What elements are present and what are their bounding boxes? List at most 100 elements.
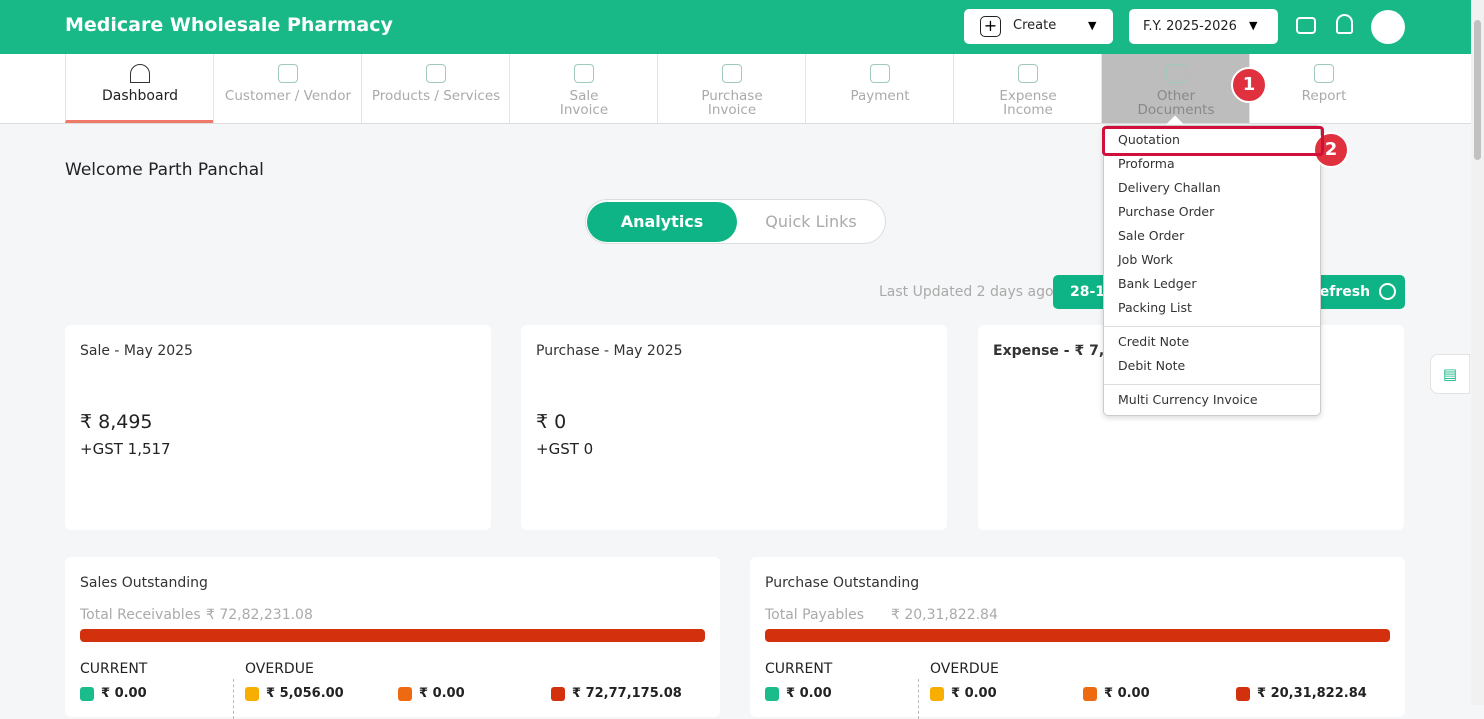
nav-tab[interactable]: Dashboard [65, 54, 213, 123]
nav-icon [870, 64, 890, 83]
nav-tab[interactable]: Expense Income [953, 54, 1101, 123]
amount: ₹ 0.00 [951, 686, 997, 701]
outstanding-card: Purchase Outstanding Total Payables ₹ 20,3… [750, 557, 1405, 719]
card-gst: +GST 1,517 [80, 440, 171, 458]
avatar[interactable] [1371, 10, 1405, 44]
current-label: CURRENT [765, 661, 833, 677]
overdue-label: OVERDUE [930, 661, 999, 677]
nav-label: Other [1156, 88, 1196, 104]
total-bar [80, 629, 705, 642]
menu-item[interactable]: Multi Currency Invoice [1118, 392, 1258, 407]
tab-quick-links[interactable]: Quick Links [765, 212, 857, 231]
side-widget[interactable]: ▤ [1430, 354, 1470, 394]
nav-icon [1166, 64, 1186, 83]
create-label: Create [1013, 18, 1057, 33]
bell-icon[interactable] [1336, 14, 1353, 34]
fy-label: F.Y. 2025-2026 [1143, 19, 1237, 34]
nav-label: Purchase [701, 88, 763, 104]
nav-tab[interactable]: Payment [805, 54, 953, 123]
menu-item[interactable]: Credit Note [1118, 334, 1190, 349]
nav-label: Products / Services [371, 88, 501, 104]
nav-label: Invoice [559, 102, 609, 118]
welcome-text: Welcome Parth Panchal [65, 160, 264, 180]
nav-icon [574, 64, 594, 83]
card-amount: ₹ 8,495 [80, 411, 153, 433]
divider [233, 679, 234, 719]
card-title: Purchase Outstanding [765, 575, 920, 591]
chart-card: Purchase - May 2025 ₹ 0 +GST 0 [521, 325, 947, 530]
nav-label: Customer / Vendor [224, 88, 352, 104]
amount: ₹ 72,77,175.08 [572, 686, 682, 701]
legend-dot [80, 687, 94, 701]
step-badge: 1 [1231, 67, 1267, 103]
amount: ₹ 0.00 [1104, 686, 1150, 701]
dropdown-menu: Quotation Proforma Delivery Challan Purchas… [1103, 125, 1321, 416]
nav-label: Expense [999, 88, 1057, 104]
card-gst: +GST 0 [536, 440, 594, 458]
amount: ₹ 5,056.00 [266, 686, 344, 701]
nav-label: Documents [1137, 102, 1215, 118]
total-bar [765, 629, 1390, 642]
nav-tab[interactable]: Products / Services [361, 54, 509, 123]
fy-button[interactable]: F.Y. 2025-2026 ▼ [1129, 9, 1278, 44]
card-title: Expense - ₹ 7,500 [993, 343, 1134, 359]
divider [918, 679, 919, 719]
menu-item[interactable]: Purchase Order [1118, 204, 1215, 219]
refresh-icon [1379, 283, 1396, 300]
nav-icon [1018, 64, 1038, 83]
nav-tab[interactable]: Customer / Vendor [213, 54, 361, 123]
nav-tab[interactable]: Sale Invoice [509, 54, 657, 123]
total-value: ₹ 20,31,822.84 [891, 607, 998, 623]
legend-dot [551, 687, 565, 701]
app-title: Medicare Wholesale Pharmacy [65, 14, 393, 36]
menu-item[interactable]: Delivery Challan [1118, 180, 1221, 195]
menu-item[interactable]: Packing List [1118, 300, 1192, 315]
amount: ₹ 0.00 [101, 686, 147, 701]
legend-dot [765, 687, 779, 701]
card-amount: ₹ 0 [536, 411, 567, 433]
highlight-box [1102, 126, 1324, 156]
nav-label: Payment [850, 88, 910, 104]
nav-tab[interactable]: Report [1249, 54, 1397, 123]
card-title: Purchase - May 2025 [536, 343, 683, 359]
menu-item[interactable]: Bank Ledger [1118, 276, 1197, 291]
plus-icon: + [980, 16, 1001, 37]
legend-dot [930, 687, 944, 701]
menu-item[interactable]: Debit Note [1118, 358, 1186, 373]
caret: ▼ [1249, 19, 1258, 32]
last-updated: Last Updated 2 days ago [879, 284, 1054, 300]
card-title: Sales Outstanding [80, 575, 208, 591]
amount: ₹ 0.00 [786, 686, 832, 701]
legend-dot [245, 687, 259, 701]
tab-analytics[interactable]: Analytics [587, 202, 737, 242]
nav-label: Report [1301, 88, 1347, 104]
amount: ₹ 0.00 [419, 686, 465, 701]
menu-item[interactable]: Quotation [1118, 132, 1180, 147]
total-value: ₹ 72,82,231.08 [206, 607, 313, 623]
menu-item[interactable]: Sale Order [1118, 228, 1185, 243]
nav-icon [278, 64, 298, 83]
nav-tab[interactable]: Purchase Invoice [657, 54, 805, 123]
menu-item[interactable]: Proforma [1118, 156, 1175, 171]
chart-card: Sale - May 2025 ₹ 8,495 +GST 1,517 [65, 325, 491, 530]
separator [1104, 326, 1320, 327]
current-label: CURRENT [80, 661, 148, 677]
caret: ▼ [1088, 19, 1097, 32]
scrollbar [1471, 0, 1484, 705]
nav-label: Sale [569, 88, 599, 104]
separator [1104, 384, 1320, 385]
nav-tab[interactable]: Other Documents [1101, 54, 1249, 123]
keyboard-icon[interactable] [1296, 17, 1316, 34]
nav-label: Invoice [707, 102, 757, 118]
legend-dot [1083, 687, 1097, 701]
menu-item[interactable]: Job Work [1118, 252, 1173, 267]
refresh-label: Refresh [1309, 284, 1371, 300]
step-badge: 2 [1313, 132, 1349, 168]
nav-label: Dashboard [102, 88, 178, 104]
nav-icon [426, 64, 446, 83]
create-button[interactable]: + Create ▼ [964, 9, 1113, 44]
total-label: Total Payables [765, 607, 865, 623]
nav-icon [130, 64, 150, 83]
amount: ₹ 20,31,822.84 [1257, 686, 1367, 701]
